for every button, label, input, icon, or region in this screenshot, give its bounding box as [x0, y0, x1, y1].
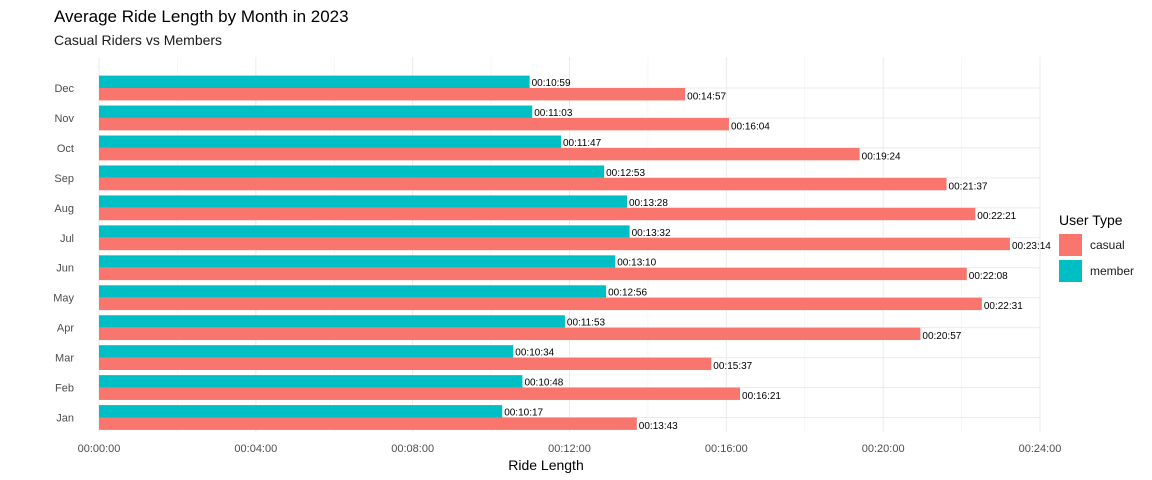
x-tick-label: 00:12:00	[548, 443, 591, 455]
data-label-casual: 00:13:43	[639, 421, 678, 432]
y-tick-label: Apr	[57, 323, 74, 335]
data-label-member: 00:13:10	[617, 258, 656, 269]
data-label-casual: 00:15:37	[713, 361, 752, 372]
y-tick-label: Nov	[54, 113, 74, 125]
bar-casual	[99, 357, 712, 370]
y-axis-ticks: Jan Feb Mar Apr May Jun Jul Aug Sep Oct Nov Dec	[53, 83, 74, 425]
y-tick-label: Jan	[56, 413, 74, 425]
bar-member	[99, 345, 514, 358]
bars	[99, 75, 1010, 430]
data-label-member: 00:10:34	[515, 348, 554, 359]
data-label-casual: 00:22:21	[977, 211, 1016, 222]
legend: User Type casual member	[1059, 212, 1134, 282]
bar-member	[99, 285, 607, 298]
bar-member	[99, 405, 503, 418]
data-label-member: 00:10:17	[504, 408, 543, 419]
bar-casual	[99, 177, 947, 191]
y-tick-label: Dec	[54, 83, 74, 95]
bar-casual	[99, 327, 921, 341]
data-label-member: 00:11:03	[534, 108, 573, 119]
bar-casual	[99, 147, 860, 161]
bar-member	[99, 315, 565, 328]
data-label-member: 00:13:28	[629, 198, 668, 209]
x-axis-title: Ride Length	[508, 457, 584, 473]
bar-casual	[99, 267, 967, 281]
x-tick-label: 00:00:00	[78, 443, 121, 455]
y-tick-label: Aug	[54, 203, 74, 215]
y-tick-label: May	[53, 293, 74, 305]
bar-member	[99, 225, 630, 238]
bar-member	[99, 75, 530, 88]
x-tick-label: 00:16:00	[705, 443, 748, 455]
chart-subtitle: Casual Riders vs Members	[54, 32, 222, 48]
data-label-casual: 00:16:04	[731, 121, 770, 132]
y-tick-label: Sep	[54, 173, 74, 185]
data-label-casual: 00:21:37	[949, 181, 988, 192]
data-label-casual: 00:22:08	[969, 271, 1008, 282]
data-label-casual: 00:20:57	[922, 331, 961, 342]
y-tick-label: Jun	[56, 263, 74, 275]
legend-label-casual: casual	[1090, 238, 1125, 252]
legend-label-member: member	[1090, 264, 1134, 278]
x-axis-ticks: 00:00:00 00:04:00 00:08:00 00:12:00 00:16:00…	[78, 443, 1062, 455]
data-label-member: 00:10:59	[532, 78, 571, 89]
y-tick-label: Jul	[60, 233, 74, 245]
data-label-member: 00:12:53	[606, 168, 645, 179]
bar-member	[99, 105, 533, 118]
data-label-casual: 00:16:21	[742, 391, 781, 402]
data-label-casual: 00:22:31	[984, 301, 1023, 312]
data-label-casual: 00:14:57	[687, 91, 726, 102]
bar-member	[99, 255, 616, 268]
legend-key-casual	[1059, 234, 1082, 256]
bar-member	[99, 135, 562, 148]
y-tick-label: Feb	[55, 383, 74, 395]
bar-casual	[99, 297, 982, 311]
y-tick-label: Mar	[55, 353, 74, 365]
data-label-member: 00:11:47	[563, 138, 602, 149]
data-labels: 00:10:17 00:13:43 00:10:48 00:16:21 00:10:34…	[504, 78, 1051, 432]
legend-title: User Type	[1059, 212, 1123, 228]
bar-casual	[99, 417, 637, 430]
x-tick-label: 00:08:00	[391, 443, 434, 455]
x-tick-label: 00:04:00	[234, 443, 277, 455]
data-label-member: 00:13:32	[632, 228, 671, 239]
data-label-member: 00:10:48	[524, 378, 563, 389]
x-tick-label: 00:24:00	[1019, 443, 1062, 455]
bar-member	[99, 195, 628, 208]
y-tick-label: Oct	[57, 143, 74, 155]
data-label-casual: 00:23:14	[1012, 241, 1051, 252]
bar-casual	[99, 88, 686, 101]
bar-casual	[99, 387, 741, 400]
legend-key-member	[1059, 260, 1082, 282]
bar-member	[99, 375, 523, 388]
data-label-member: 00:11:53	[567, 318, 606, 329]
bar-casual	[99, 207, 976, 221]
data-label-casual: 00:19:24	[862, 151, 901, 162]
data-label-member: 00:12:56	[608, 288, 647, 299]
x-tick-label: 00:20:00	[862, 443, 905, 455]
bar-member	[99, 165, 605, 178]
bar-casual	[99, 237, 1010, 251]
bar-casual	[99, 117, 729, 131]
chart-title: Average Ride Length by Month in 2023	[54, 7, 349, 26]
